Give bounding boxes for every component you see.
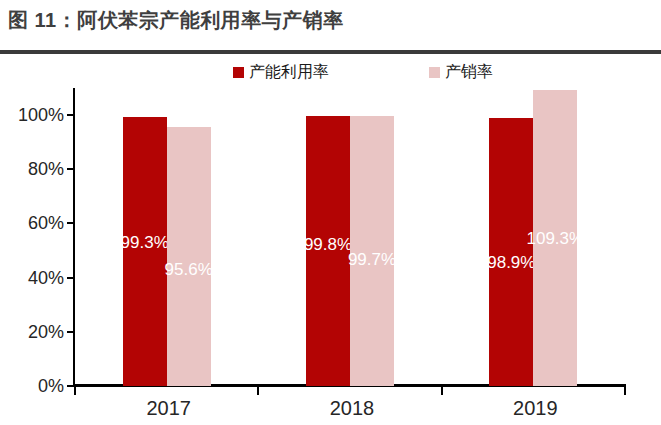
x-axis-label-2019: 2019 <box>513 397 558 419</box>
figure: 图 11：阿伏苯宗产能利用率与产销率 产能利用率产销率 0%20%40%60%8… <box>0 0 661 425</box>
x-axis-label-2017: 2017 <box>146 397 191 419</box>
bar-value-label: 95.6% <box>165 260 213 280</box>
x-axis-label-2018: 2018 <box>330 397 375 419</box>
bar-value-label: 99.8% <box>304 235 352 255</box>
bar-value-label: 109.3% <box>526 229 584 249</box>
bar-产能利用率-2019 <box>489 118 533 386</box>
bar-value-label: 98.9% <box>487 253 535 273</box>
bar-value-label: 99.3% <box>121 233 169 253</box>
y-axis-line <box>73 88 75 387</box>
y-axis-tick <box>67 168 74 170</box>
y-axis-tick <box>67 222 74 224</box>
x-axis-tick <box>74 387 76 395</box>
y-axis-tick <box>67 277 74 279</box>
y-axis-tick <box>67 385 74 387</box>
y-tick-label: 20% <box>0 322 64 342</box>
y-axis-tick <box>67 331 74 333</box>
y-axis-tick <box>67 114 74 116</box>
y-tick-label: 80% <box>0 159 64 179</box>
plot-area: 0% 20% 40% 60% 80% 100% 99.3% 95.6% 2017 99.8%99.… <box>0 0 661 425</box>
y-tick-label: 40% <box>0 268 64 288</box>
bar-产销率-2017 <box>167 127 211 386</box>
x-axis-tick <box>441 387 443 395</box>
x-axis-tick <box>257 387 259 395</box>
y-tick-label: 100% <box>0 105 64 125</box>
y-tick-label: 0% <box>0 376 64 396</box>
y-tick-label: 60% <box>0 213 64 233</box>
bar-value-label: 99.7% <box>348 250 396 270</box>
x-axis-tick <box>624 387 626 395</box>
